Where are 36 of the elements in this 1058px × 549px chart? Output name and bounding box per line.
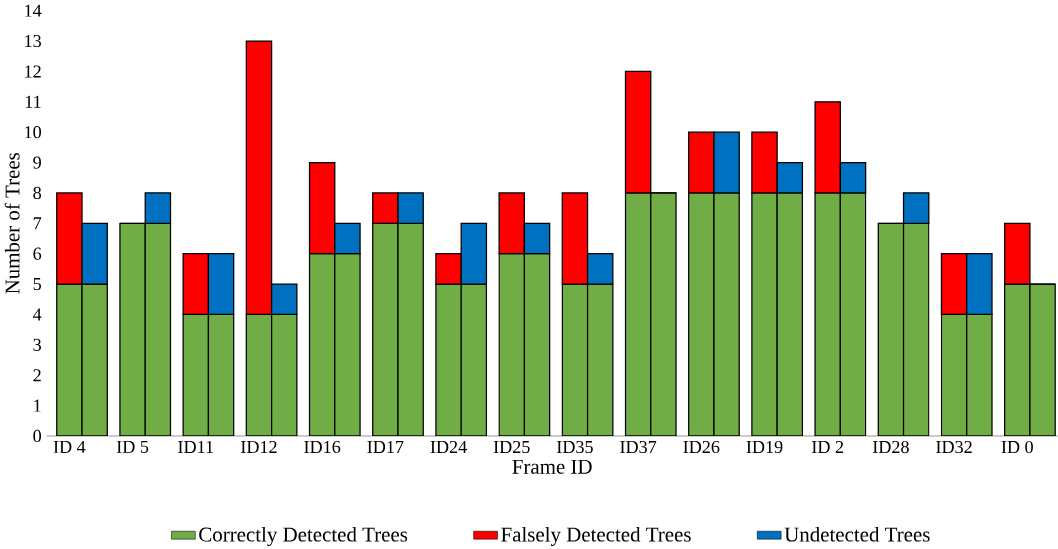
y-tick-label: 12	[25, 65, 41, 78]
x-tick-label: ID 4	[53, 440, 86, 453]
x-tick-label: ID26	[683, 440, 720, 454]
y-tick-label: 2	[33, 369, 41, 382]
y-tick-label: 9	[33, 156, 41, 169]
x-tick-label: ID28	[872, 440, 909, 454]
x-axis-title: Frame ID	[512, 459, 592, 474]
legend-label: Undetected Trees	[784, 526, 930, 542]
y-tick-label: 13	[25, 34, 41, 48]
x-tick-label: ID19	[746, 440, 783, 454]
y-axis-title: Number of Trees	[4, 152, 20, 294]
y-tick-label: 14	[25, 4, 42, 17]
x-tick-label: ID24	[430, 440, 467, 453]
x-tick-label: ID25	[493, 440, 530, 454]
legend-label: Falsely Detected Trees	[501, 526, 691, 546]
x-tick-label: ID 2	[812, 440, 844, 453]
y-tick-label: 7	[33, 217, 42, 230]
x-tick-label: ID 5	[116, 440, 149, 453]
y-tick-label: 1	[34, 399, 41, 412]
y-tick-label: 10	[25, 126, 42, 139]
x-tick-label: ID 0	[1001, 440, 1033, 454]
x-tick-label: ID37	[620, 440, 657, 454]
x-tick-label: ID35	[556, 440, 593, 454]
y-tick-label: 3	[33, 338, 41, 351]
x-tick-label: ID11	[178, 440, 213, 453]
x-tick-label: ID16	[304, 440, 341, 454]
y-tick-label: 8	[33, 186, 42, 199]
y-tick-label: 11	[25, 95, 41, 108]
x-tick-label: ID17	[367, 440, 404, 453]
y-tick-label: 6	[33, 247, 42, 260]
x-tick-label: ID12	[240, 440, 277, 453]
x-tick-label: ID32	[936, 440, 972, 454]
y-tick-label: 0	[33, 429, 42, 443]
y-tick-label: 4	[32, 308, 42, 321]
y-tick-label: 5	[33, 278, 41, 291]
legend-label: Correctly Detected Trees	[199, 526, 408, 546]
